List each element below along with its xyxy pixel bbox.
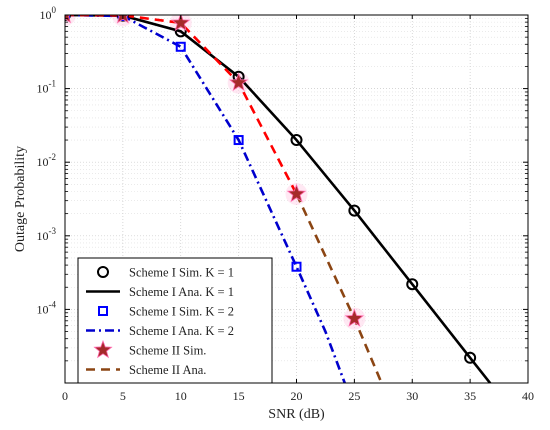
data-point bbox=[233, 135, 244, 146]
legend-box bbox=[77, 257, 273, 384]
legend-marker bbox=[97, 266, 109, 278]
legend-marker bbox=[98, 306, 108, 316]
data-point bbox=[286, 183, 307, 203]
legend-label: Scheme I Ana. K = 1 bbox=[129, 285, 234, 299]
data-point bbox=[171, 15, 191, 32]
data-point bbox=[175, 41, 186, 52]
series-line bbox=[295, 193, 383, 383]
data-point bbox=[344, 308, 365, 327]
x-axis-label: SNR (dB) bbox=[268, 407, 325, 422]
legend-label: Scheme I Ana. K = 2 bbox=[129, 324, 234, 338]
legend-label: Scheme I Sim. K = 1 bbox=[129, 266, 234, 280]
x-tick-label: 10 bbox=[175, 389, 187, 403]
data-point bbox=[228, 72, 249, 91]
x-tick-label: 20 bbox=[291, 389, 303, 403]
x-tick-label: 30 bbox=[406, 389, 418, 403]
y-tick-label: 10-3 bbox=[37, 226, 57, 243]
legend-label: Scheme I Sim. K = 2 bbox=[129, 305, 234, 319]
tick-layer: 0 5 10 15 20 25 30 35 40 10-4 10-3 10-2 10-1 100 bbox=[37, 5, 535, 403]
y-tick-label: 10-4 bbox=[37, 299, 57, 316]
y-tick-label: 100 bbox=[40, 5, 57, 22]
x-tick-label: 35 bbox=[464, 389, 476, 403]
legend-label: Scheme II Sim. bbox=[129, 344, 206, 358]
data-point bbox=[290, 134, 303, 147]
data-point bbox=[348, 204, 361, 217]
legend: Scheme I Sim. K = 1 Scheme I Ana. K = 1 Sc… bbox=[77, 257, 273, 384]
x-tick-label: 0 bbox=[62, 389, 68, 403]
legend-marker bbox=[93, 339, 113, 359]
legend-label: Scheme II Ana. bbox=[129, 363, 206, 377]
series-line bbox=[65, 15, 492, 383]
series-layer bbox=[65, 15, 492, 383]
x-tick-label: 40 bbox=[522, 389, 534, 403]
data-point bbox=[406, 278, 419, 291]
x-tick-label: 15 bbox=[233, 389, 245, 403]
y-tick-label: 10-1 bbox=[37, 79, 57, 96]
data-point bbox=[464, 351, 477, 364]
x-tick-label: 25 bbox=[348, 389, 360, 403]
y-tick-label: 10-2 bbox=[37, 152, 57, 169]
y-axis-label: Outage Probability bbox=[13, 146, 28, 252]
data-point bbox=[291, 261, 302, 272]
x-tick-label: 5 bbox=[120, 389, 126, 403]
